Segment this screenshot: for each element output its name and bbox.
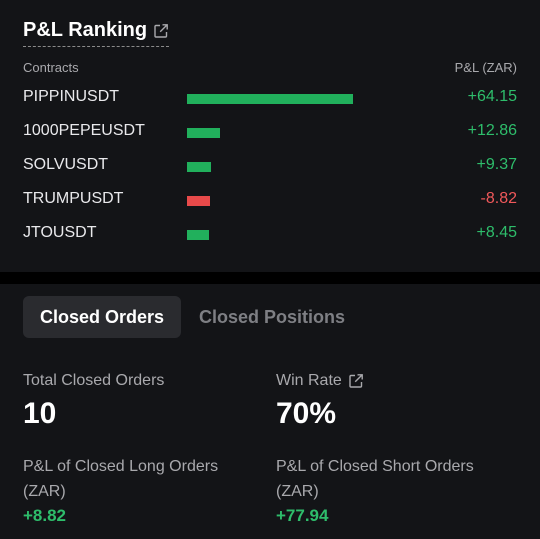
contract-name: TRUMPUSDT xyxy=(23,190,124,207)
pnl-ranking-title[interactable]: P&L Ranking xyxy=(23,19,170,47)
pnl-value: +9.37 xyxy=(476,156,517,173)
short-pnl-label: P&L of Closed Short Orders (ZAR) xyxy=(276,454,474,504)
pnl-value: +8.45 xyxy=(476,224,517,241)
pnl-bar xyxy=(187,162,211,172)
pnl-value: +12.86 xyxy=(467,122,517,139)
pnl-bar xyxy=(187,230,209,240)
win-rate-label-text: Win Rate xyxy=(276,372,342,389)
tab-closed-orders[interactable]: Closed Orders xyxy=(23,296,181,338)
pnl-ranking-panel: P&L Ranking Contracts P&L (ZAR) PIPPINUS… xyxy=(0,19,540,252)
total-closed-orders-label: Total Closed Orders xyxy=(23,372,165,389)
external-link-icon[interactable] xyxy=(348,373,364,389)
ranking-row[interactable]: 1000PEPEUSDT +12.86 xyxy=(0,116,540,150)
ranking-row[interactable]: PIPPINUSDT +64.15 xyxy=(0,82,540,116)
pnl-bar xyxy=(187,128,220,138)
pnl-ranking-title-text: P&L Ranking xyxy=(23,19,148,41)
pnl-bar xyxy=(187,94,353,104)
contract-name: 1000PEPEUSDT xyxy=(23,122,145,139)
column-header-contracts: Contracts xyxy=(23,60,79,75)
section-divider xyxy=(0,272,540,284)
long-pnl-label: P&L of Closed Long Orders (ZAR) xyxy=(23,454,218,504)
tab-closed-positions[interactable]: Closed Positions xyxy=(198,306,346,327)
pnl-value: -8.82 xyxy=(480,190,517,207)
long-pnl-label-line1: P&L of Closed Long Orders xyxy=(23,458,219,475)
total-closed-orders-value: 10 xyxy=(23,397,57,430)
short-pnl-label-line1: P&L of Closed Short Orders xyxy=(276,458,474,475)
contract-name: JTOUSDT xyxy=(23,224,97,241)
short-pnl-label-line2: (ZAR) xyxy=(276,483,319,500)
ranking-row[interactable]: TRUMPUSDT -8.82 xyxy=(0,184,540,218)
long-pnl-value: +8.82 xyxy=(23,506,67,525)
pnl-value: +64.15 xyxy=(467,88,517,105)
external-link-icon[interactable] xyxy=(153,23,169,39)
long-pnl-label-line2: (ZAR) xyxy=(23,483,66,500)
win-rate-label[interactable]: Win Rate xyxy=(276,368,364,393)
ranking-row[interactable]: JTOUSDT +8.45 xyxy=(0,218,540,252)
win-rate-value: 70% xyxy=(276,397,337,430)
contract-name: SOLVUSDT xyxy=(23,156,109,173)
pnl-bar xyxy=(187,196,210,206)
closed-orders-panel: Closed Orders Closed Positions Total Clo… xyxy=(0,284,540,539)
ranking-row[interactable]: SOLVUSDT +9.37 xyxy=(0,150,540,184)
contract-name: PIPPINUSDT xyxy=(23,88,120,105)
short-pnl-value: +77.94 xyxy=(276,506,329,525)
column-header-pnl: P&L (ZAR) xyxy=(454,60,517,75)
